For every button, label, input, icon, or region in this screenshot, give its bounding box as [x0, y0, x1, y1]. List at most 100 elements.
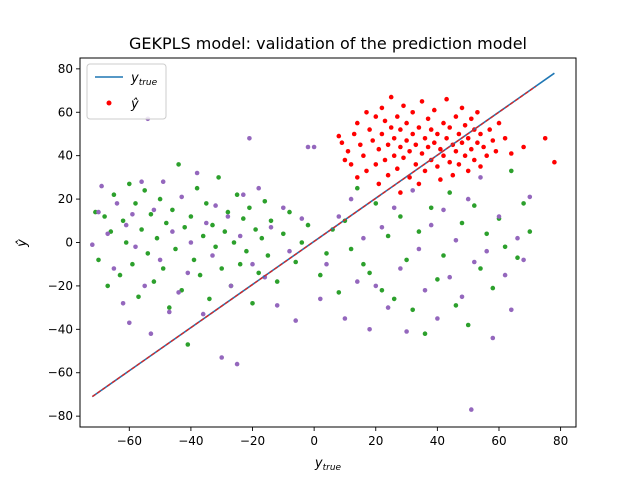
data-point-s3-p50: [253, 227, 258, 232]
data-point-s2-p61: [444, 136, 449, 141]
data-point-s3-p69: [361, 261, 366, 267]
data-point-s3-p43: [231, 240, 237, 245]
data-point-s2-p36: [404, 120, 409, 126]
data-point-s4-p73: [478, 175, 483, 180]
data-point-s2-p55: [435, 164, 440, 169]
data-point-s3-p86: [465, 322, 471, 328]
data-point-s3-p60: [299, 240, 305, 245]
legend-marker-swatch: [106, 100, 112, 106]
data-point-s3-p49: [250, 301, 255, 306]
data-point-s3-p6: [117, 272, 123, 278]
data-point-s3-p38: [216, 175, 221, 180]
data-point-s2-p2: [342, 157, 348, 163]
data-point-s3-p17: [151, 279, 157, 284]
data-point-s4-p8: [127, 320, 132, 326]
data-point-s3-p78: [416, 229, 422, 234]
data-point-s4-p2: [99, 183, 104, 189]
data-point-s2-p41: [413, 162, 419, 167]
data-point-s2-p30: [398, 144, 403, 150]
data-point-s3-p31: [194, 185, 200, 191]
data-point-s4-p60: [404, 329, 409, 334]
data-point-s4-p58: [391, 205, 397, 211]
data-point-s2-p94: [542, 136, 548, 141]
data-point-s3-p83: [447, 190, 453, 195]
data-point-s2-p34: [401, 155, 406, 161]
data-point-s3-p22: [167, 305, 172, 310]
x-tick-label-3: 0: [310, 434, 318, 448]
x-tick-label-7: 80: [553, 434, 568, 448]
data-point-s2-p10: [364, 168, 369, 174]
y-axis: −80 −60 −40 −20 0 20 40 60 80: [48, 62, 80, 423]
data-point-s4-p34: [241, 192, 246, 197]
legend-entry-ytrue-label: y: [130, 71, 139, 86]
data-point-s2-p1: [339, 140, 345, 145]
data-point-s3-p68: [355, 185, 360, 191]
data-point-s4-p45: [305, 144, 311, 150]
data-point-s3-p89: [484, 231, 490, 237]
data-point-s4-p1: [96, 209, 101, 215]
data-point-s3-p20: [160, 266, 166, 271]
data-point-s4-p57: [385, 305, 391, 310]
data-point-s2-p13: [370, 138, 376, 143]
data-point-s4-p50: [342, 316, 348, 321]
data-point-s3-p81: [435, 277, 440, 282]
data-point-s2-p57: [438, 146, 443, 152]
data-point-s2-p64: [447, 125, 453, 130]
data-point-s3-p35: [207, 296, 212, 302]
data-point-s4-p68: [453, 238, 459, 243]
data-point-s3-p77: [410, 307, 416, 313]
chart-title: GEKPLS model: validation of the predicti…: [129, 34, 527, 53]
data-point-s3-p82: [441, 253, 446, 258]
data-point-s3-p79: [422, 331, 428, 337]
data-point-s3-p75: [398, 214, 403, 219]
data-point-s3-p48: [247, 205, 252, 211]
data-point-s2-p22: [385, 142, 391, 148]
data-point-s4-p44: [299, 216, 305, 221]
data-point-s2-p84: [478, 131, 483, 137]
data-point-s3-p90: [490, 285, 496, 291]
data-point-s3-p14: [142, 188, 147, 193]
data-point-s2-p26: [391, 153, 397, 158]
data-point-s4-p17: [160, 179, 166, 184]
y-tick-label-1: −60: [48, 366, 73, 380]
data-point-s2-p68: [453, 149, 459, 154]
data-point-s3-p41: [225, 209, 231, 215]
data-point-s3-p2: [102, 214, 107, 219]
data-point-s2-p20: [382, 157, 388, 163]
data-point-s4-p52: [355, 279, 360, 284]
legend-entry-ytrue-subscript: true: [139, 78, 158, 88]
data-point-s2-p89: [493, 149, 499, 154]
data-point-s4-p24: [194, 170, 200, 176]
data-point-s4-p37: [256, 185, 262, 191]
data-layer: [90, 72, 557, 412]
data-point-s3-p5: [111, 192, 117, 197]
data-point-s4-p26: [204, 220, 209, 226]
data-point-s3-p7: [120, 218, 126, 224]
data-point-s2-p11: [364, 110, 369, 115]
data-point-s2-p62: [444, 96, 449, 102]
data-point-s3-p12: [136, 294, 141, 300]
data-point-s3-p85: [459, 220, 465, 226]
data-point-s2-p54: [432, 107, 437, 113]
data-point-s3-p36: [210, 222, 215, 228]
data-point-s3-p92: [502, 244, 508, 250]
data-point-s2-p24: [388, 125, 394, 130]
data-point-s2-p48: [422, 168, 428, 174]
data-point-s4-p32: [234, 361, 240, 367]
data-point-s2-p56: [435, 131, 440, 137]
data-point-s3-p21: [164, 220, 169, 226]
data-point-s3-p19: [157, 196, 163, 202]
data-point-s3-p67: [348, 246, 354, 252]
data-point-s2-p6: [355, 175, 360, 180]
data-point-s2-p71: [459, 105, 465, 111]
data-point-s4-p36: [250, 261, 255, 267]
data-point-s4-p67: [447, 274, 453, 280]
data-point-s2-p19: [379, 105, 385, 111]
data-point-s2-p81: [475, 140, 480, 145]
data-point-s3-p61: [305, 222, 311, 228]
data-point-s3-p34: [204, 201, 209, 206]
data-point-s2-p74: [462, 123, 468, 128]
data-point-s3-p37: [213, 244, 218, 250]
data-point-s4-p72: [472, 259, 477, 265]
data-point-s2-p67: [453, 114, 459, 119]
